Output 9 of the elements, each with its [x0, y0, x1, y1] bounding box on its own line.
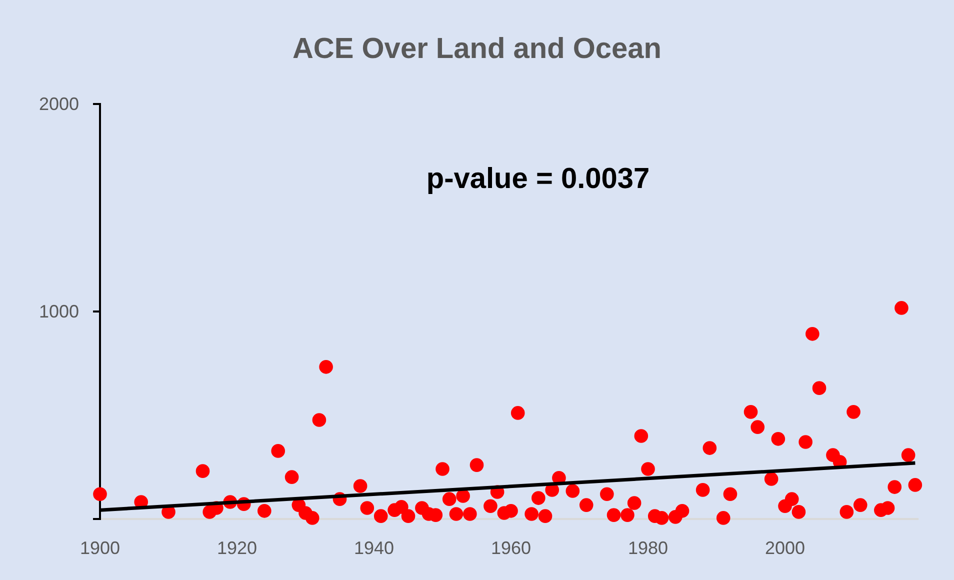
x-tick-label: 1960 [490, 538, 532, 558]
x-tick-label: 1980 [628, 538, 668, 558]
chart-title: ACE Over Land and Ocean [292, 33, 662, 65]
x-tick-label: 1940 [354, 538, 394, 558]
x-tick-label: 2000 [764, 538, 806, 558]
y-tick-label: 1000 [38, 301, 79, 322]
x-tick-label: 1920 [216, 538, 258, 558]
annotation: p-value = 0.0037 [426, 163, 650, 195]
x-tick-label: 1900 [80, 538, 120, 558]
